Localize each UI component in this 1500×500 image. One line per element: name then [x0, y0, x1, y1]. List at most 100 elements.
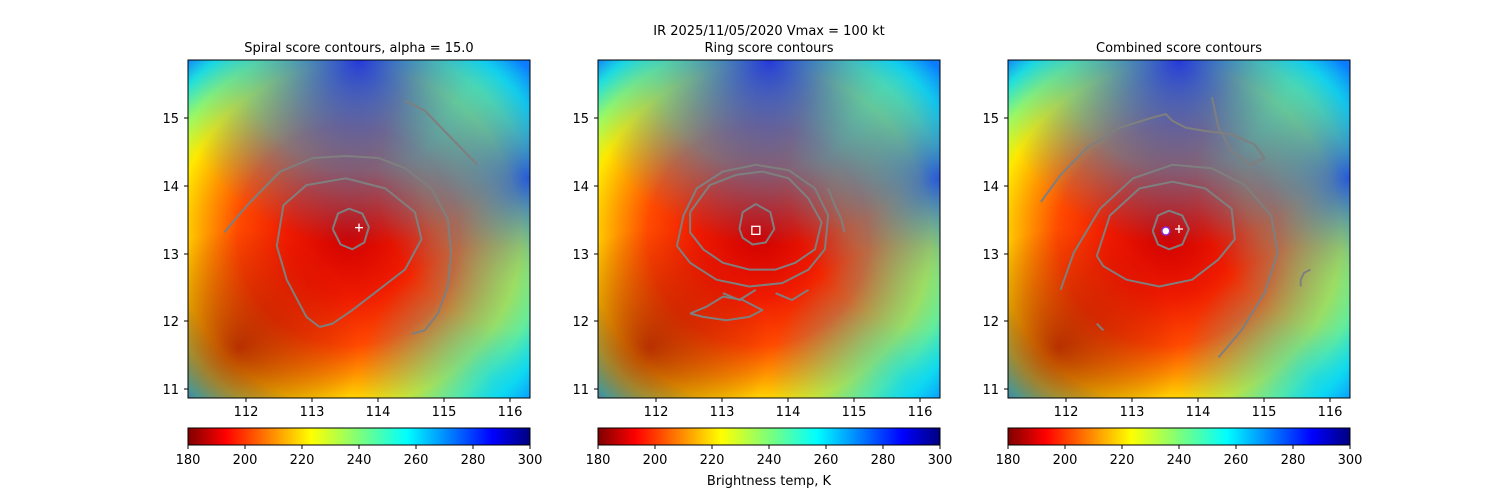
score-contour	[1299, 268, 1311, 287]
colorbar: 180 200 220 240 260 280 300 Brightness t…	[586, 427, 953, 489]
figure-suptitle: IR 2025/11/05/2020 Vmax = 100 kt	[653, 24, 884, 39]
score-contour	[1040, 96, 1266, 203]
center-circle-marker	[1161, 226, 1171, 236]
center-plus-marker	[355, 223, 363, 232]
x-axis: 112 113 114 115 116	[1054, 398, 1343, 420]
colorbar-tick-label: 220	[700, 453, 725, 468]
score-contour	[1059, 163, 1279, 359]
y-tick-label: 12	[572, 315, 589, 330]
colorbar-tick-label: 200	[643, 453, 668, 468]
panel-spiral: Spiral score contours, alpha = 15.0 112 …	[162, 41, 542, 468]
colorbar-tick-label: 280	[461, 453, 486, 468]
colorbar-tick-label: 220	[1110, 453, 1135, 468]
score-contour	[275, 177, 423, 328]
marker-layer	[751, 225, 761, 236]
center-square-marker	[751, 225, 761, 236]
colorbar-tick-label: 200	[1053, 453, 1078, 468]
colorbar-tick-label: 180	[586, 453, 611, 468]
colorbar-tick-label: 260	[404, 453, 429, 468]
y-tick-label: 11	[572, 383, 589, 398]
y-tick-label: 13	[982, 248, 999, 263]
x-tick-label: 115	[432, 405, 457, 420]
colorbar-tick-label: 300	[928, 453, 953, 468]
y-tick-label: 13	[162, 248, 179, 263]
x-tick-label: 115	[842, 405, 867, 420]
y-tick-label: 13	[572, 248, 589, 263]
x-tick-label: 112	[644, 405, 669, 420]
center-plus-marker	[1175, 225, 1183, 233]
y-tick-label: 14	[572, 180, 589, 195]
score-contour	[689, 170, 823, 271]
score-contour	[223, 155, 453, 335]
score-contour	[331, 207, 370, 251]
colorbar-tick-label: 240	[757, 453, 782, 468]
marker-layer	[355, 223, 363, 232]
colorbar: 180 200 220 240 260 280 300	[996, 427, 1363, 468]
x-tick-label: 114	[1186, 405, 1211, 420]
y-tick-label: 15	[162, 112, 179, 127]
axes-frame	[1007, 59, 1351, 399]
y-tick-label: 14	[162, 180, 179, 195]
marker-layer	[1161, 225, 1183, 236]
y-tick-label: 11	[982, 383, 999, 398]
y-tick-label: 11	[162, 383, 179, 398]
colorbar-tick-label: 220	[290, 453, 315, 468]
x-tick-label: 114	[366, 405, 391, 420]
axes-frame	[187, 59, 531, 399]
x-tick-label: 113	[710, 405, 735, 420]
colorbar-tick-label: 180	[996, 453, 1021, 468]
colorbar-tick-label: 260	[814, 453, 839, 468]
x-axis: 112 113 114 115 116	[644, 398, 933, 420]
colorbar-tick-label: 240	[347, 453, 372, 468]
x-tick-label: 113	[300, 405, 325, 420]
x-tick-label: 113	[1120, 405, 1145, 420]
colorbar-tick-label: 200	[233, 453, 258, 468]
x-tick-label: 112	[1054, 405, 1079, 420]
y-tick-label: 12	[982, 315, 999, 330]
panel-combined: Combined score contours 112 113 114 115 …	[982, 41, 1362, 468]
ir-image	[1008, 60, 1350, 398]
y-tick-label: 15	[982, 112, 999, 127]
score-contour	[1151, 209, 1190, 251]
colorbar-tick-label: 260	[1224, 453, 1249, 468]
score-contour	[827, 188, 846, 233]
x-tick-label: 112	[234, 405, 259, 420]
y-tick-label: 12	[162, 315, 179, 330]
panel-title: Spiral score contours, alpha = 15.0	[244, 41, 473, 56]
contour-layer	[675, 163, 846, 322]
colorbar-tick-label: 240	[1167, 453, 1192, 468]
colorbar-tick-label: 280	[1281, 453, 1306, 468]
colorbar-tick-label: 280	[871, 453, 896, 468]
y-axis: 11 12 13 14 15	[982, 112, 1008, 398]
colorbar-tick-label: 300	[1338, 453, 1363, 468]
x-tick-label: 116	[498, 405, 523, 420]
x-tick-label: 116	[1318, 405, 1343, 420]
contour-layer	[1040, 96, 1311, 359]
panel-title: Combined score contours	[1096, 41, 1262, 56]
ir-image	[598, 60, 940, 398]
score-contour	[738, 203, 776, 246]
score-contour	[689, 295, 764, 322]
colorbar-tick-label: 300	[518, 453, 543, 468]
score-contour	[775, 288, 810, 301]
y-axis: 11 12 13 14 15	[572, 112, 598, 398]
y-tick-label: 14	[982, 180, 999, 195]
axes-frame	[597, 59, 941, 399]
colorbar: 180 200 220 240 260 280 300	[176, 427, 543, 468]
x-axis: 112 113 114 115 116	[234, 398, 523, 420]
x-tick-label: 115	[1252, 405, 1277, 420]
x-tick-label: 116	[908, 405, 933, 420]
x-tick-label: 114	[776, 405, 801, 420]
score-contour	[675, 163, 830, 288]
contour-layer	[223, 99, 479, 335]
score-contour	[1096, 322, 1105, 332]
y-axis: 11 12 13 14 15	[162, 112, 188, 398]
colorbar-tick-label: 180	[176, 453, 201, 468]
panel-title: Ring score contours	[704, 41, 833, 56]
y-tick-label: 15	[572, 112, 589, 127]
score-contour	[404, 99, 479, 166]
panel-ring: Ring score contours 112 113 114 115 116	[572, 41, 952, 489]
colorbar-label: Brightness temp, K	[707, 474, 832, 489]
score-contour	[722, 288, 757, 301]
